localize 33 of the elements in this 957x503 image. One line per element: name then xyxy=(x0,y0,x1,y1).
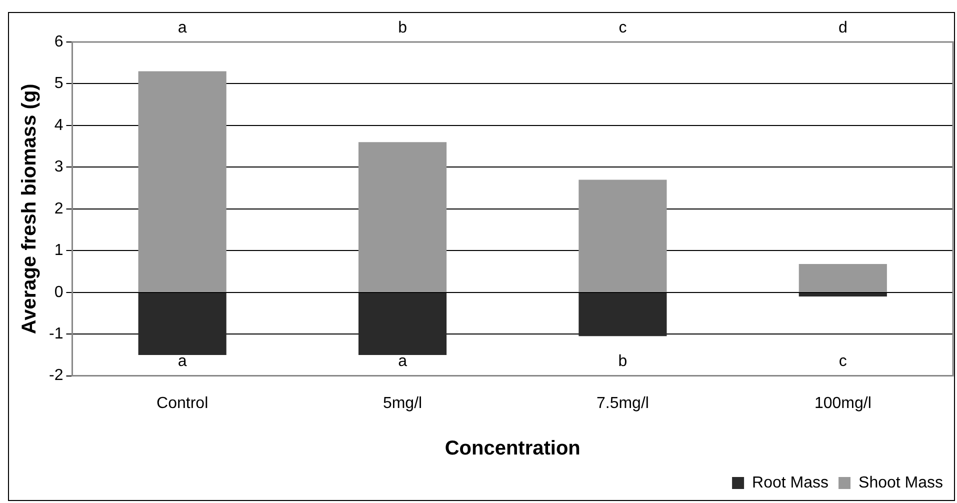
annotation: c xyxy=(838,353,847,370)
bar xyxy=(358,292,447,355)
annotation: a xyxy=(398,353,408,370)
bar xyxy=(138,71,226,292)
x-tick-label: 5mg/l xyxy=(382,394,422,412)
legend-label: Root Mass xyxy=(752,474,829,492)
x-axis-title: Concentration xyxy=(444,438,580,460)
x-tick-label: 7.5mg/l xyxy=(596,394,649,412)
y-tick-label: 3 xyxy=(54,158,64,176)
bar xyxy=(798,264,887,292)
bar xyxy=(578,292,667,336)
y-axis-title: Average fresh biomass (g) xyxy=(18,84,41,334)
annotation: b xyxy=(618,353,628,370)
text: d xyxy=(838,19,848,36)
legend-label: Shoot Mass xyxy=(858,474,943,492)
bar xyxy=(358,142,447,292)
text: c xyxy=(618,19,627,36)
y-tick-label: -2 xyxy=(48,367,64,384)
text: b xyxy=(398,19,408,36)
text: a xyxy=(178,19,187,36)
x-tick-label: 100mg/l xyxy=(814,394,872,412)
x-tick-label: Control xyxy=(156,394,208,412)
y-tick-label: 1 xyxy=(54,242,64,260)
y-tick-label: 0 xyxy=(54,284,64,301)
y-tick-label: 4 xyxy=(54,116,64,134)
y-tick-label: 6 xyxy=(54,33,64,50)
bar xyxy=(798,292,887,297)
y-tick-label: 2 xyxy=(54,200,64,218)
bar xyxy=(578,180,667,292)
annotation: a xyxy=(178,353,187,370)
y-tick-label: -1 xyxy=(48,325,64,342)
bar xyxy=(138,292,226,355)
y-tick-label: 5 xyxy=(54,75,64,92)
